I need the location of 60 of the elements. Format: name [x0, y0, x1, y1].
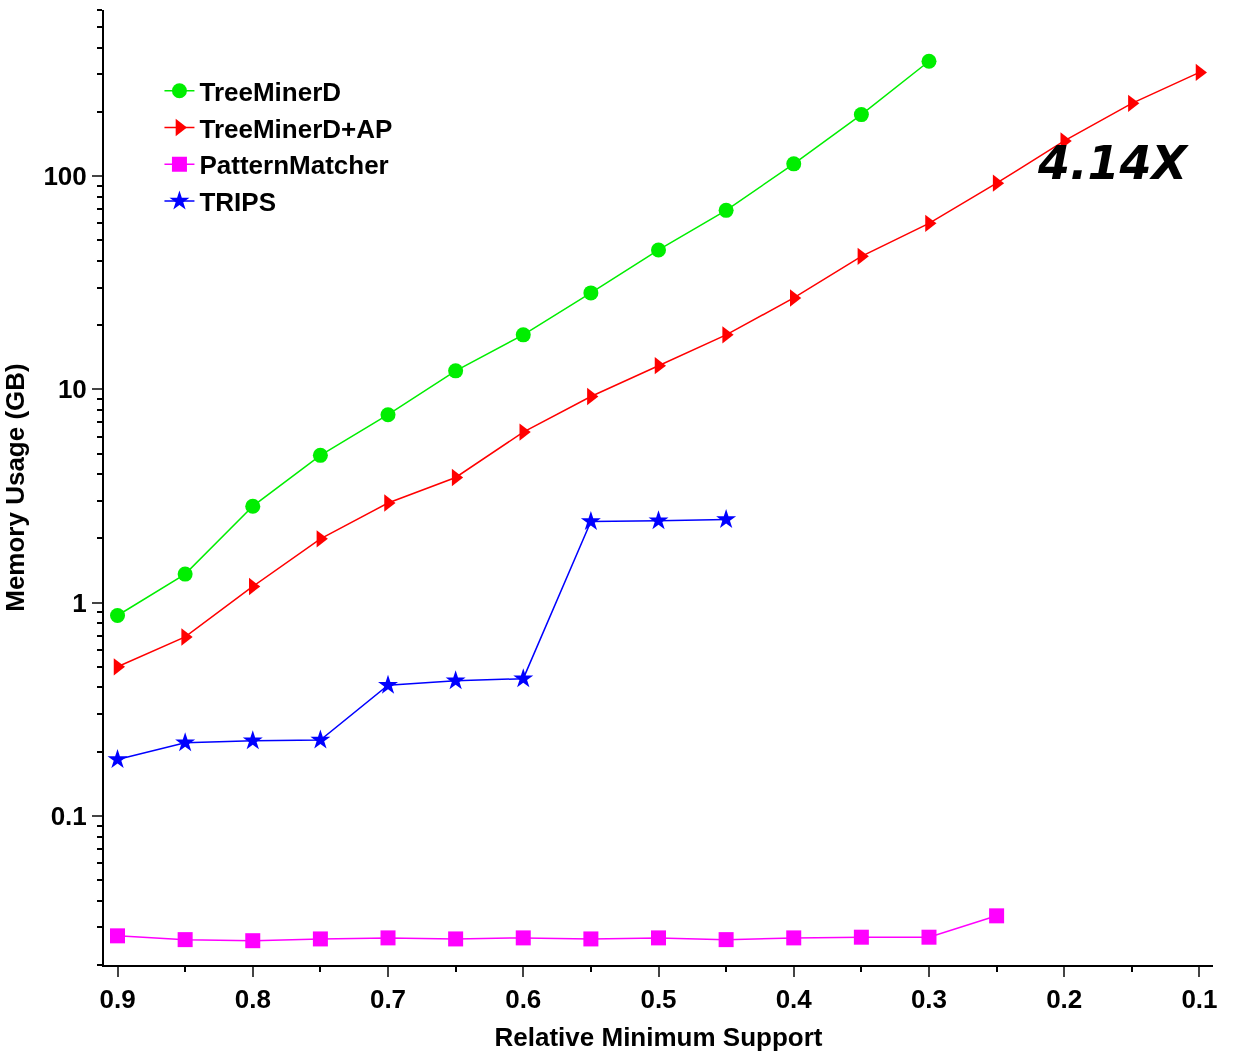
point: [921, 53, 937, 69]
point: [312, 447, 328, 463]
x-tick-label: 0.5: [640, 984, 677, 1015]
point: [448, 931, 464, 947]
point: [651, 242, 666, 258]
point: [380, 407, 396, 423]
x-axis-title: Relative Minimum Support: [494, 1022, 823, 1053]
point: [448, 363, 464, 379]
point: [651, 930, 666, 946]
point: [718, 932, 734, 948]
x-tick-label: 0.2: [1046, 984, 1083, 1015]
point: [786, 156, 802, 172]
legend-label: TRIPS: [199, 187, 277, 218]
point: [245, 933, 261, 949]
point: [242, 730, 263, 750]
point: [921, 929, 937, 945]
point: [175, 732, 196, 752]
x-tick-label: 0.1: [1181, 984, 1218, 1015]
point: [789, 289, 802, 307]
point: [853, 107, 869, 123]
point: [515, 930, 531, 946]
x-tick-label: 0.4: [775, 984, 813, 1015]
y-tick-label: 0.1: [50, 801, 87, 832]
y-tick-label: 1: [72, 587, 87, 618]
point: [515, 327, 531, 343]
point: [110, 928, 126, 944]
point: [107, 748, 128, 768]
point: [177, 932, 193, 948]
y-tick-label: 100: [43, 161, 87, 192]
x-tick-label: 0.8: [234, 984, 271, 1015]
point: [718, 202, 734, 218]
point: [380, 930, 396, 946]
point: [110, 608, 126, 623]
point: [310, 729, 331, 749]
legend-label: TreeMinerD: [199, 76, 342, 107]
point: [245, 498, 261, 514]
y-axis-title: Memory Usage (GB): [0, 363, 30, 612]
point: [716, 509, 737, 529]
point: [583, 285, 599, 301]
y-tick-label: 10: [57, 374, 87, 405]
point: [113, 658, 126, 676]
point: [513, 668, 534, 688]
point: [583, 931, 599, 947]
point: [445, 670, 466, 690]
legend-label: TreeMinerD+AP: [199, 113, 393, 144]
point: [312, 931, 328, 947]
point: [786, 930, 802, 946]
point: [177, 566, 193, 582]
x-tick-label: 0.7: [369, 984, 407, 1015]
point: [378, 674, 398, 694]
point: [580, 511, 601, 530]
legend-label: PatternMatcher: [199, 150, 389, 181]
x-tick-label: 0.3: [910, 984, 948, 1015]
point: [989, 908, 1005, 924]
x-tick-label: 0.6: [505, 984, 542, 1015]
point: [648, 510, 669, 530]
point: [853, 929, 869, 945]
annotation: 4.14X: [1037, 136, 1190, 190]
point: [992, 174, 1005, 192]
x-tick-label: 0.9: [99, 984, 136, 1015]
